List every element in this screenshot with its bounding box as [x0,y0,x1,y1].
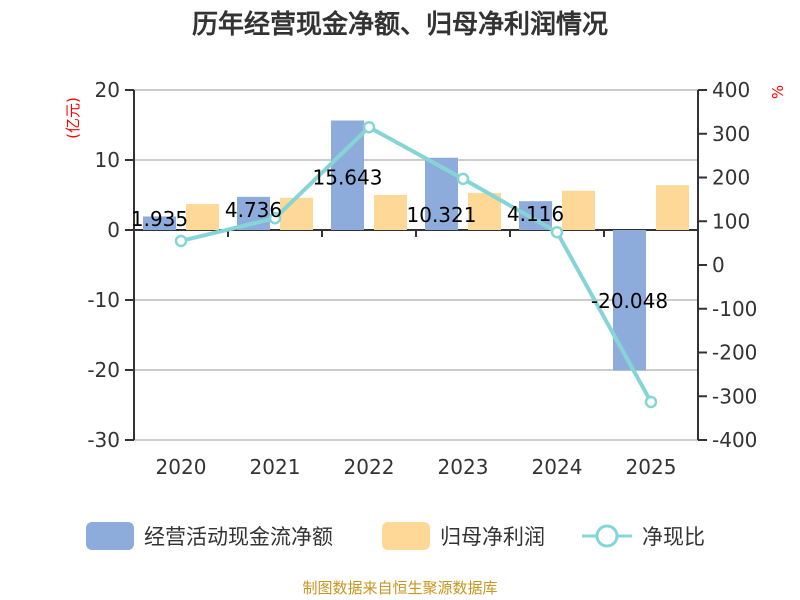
right-axis-unit: % [769,85,787,99]
legend-swatch-profit [382,522,430,550]
data-label-cashflow: 10.321 [407,203,477,227]
ratio-line [174,120,658,409]
ratio-point [174,234,188,248]
legend-label-profit[interactable]: 归母净利润 [440,525,545,549]
legend-label-cashflow[interactable]: 经营活动现金流净额 [144,525,333,549]
chart-title: 历年经营现金净额、归母净利润情况 [192,9,608,40]
bar-cashflow [143,216,176,230]
ratio-point [362,120,376,134]
data-label-cashflow: 4.116 [507,202,564,226]
bar-profit [186,204,219,230]
bar-profit [374,195,407,230]
ratio-point [550,225,564,239]
bar-profit [562,190,595,230]
left-tick-label: 20 [95,78,120,102]
bar-cashflow [425,157,458,230]
bar-profit [280,197,313,230]
right-tick-label: -200 [712,341,757,365]
right-tick-label: 0 [712,253,725,277]
x-tick-label: 2024 [532,455,583,479]
x-tick-label: 2025 [626,455,677,479]
legend-marker-ratio [595,524,619,548]
left-tick-label: 10 [95,148,120,172]
data-label-cashflow: 4.736 [225,198,282,222]
data-label-cashflow: -20.048 [591,289,668,313]
data-labels: 1.935 4.736 15.643 10.321 4.116 -20.048 [131,165,668,313]
ratio-point [268,211,282,225]
x-tick-label: 2022 [344,455,395,479]
bar-profit [656,185,689,230]
right-tick-label: 200 [712,166,750,190]
ratio-point [456,172,470,186]
right-tick-label: 300 [712,122,750,146]
x-tick-label: 2020 [156,455,207,479]
right-tick-label: -400 [712,428,757,452]
grid [134,89,698,441]
legend-swatch-cashflow [86,522,134,550]
legend-label-ratio[interactable]: 净现比 [642,525,705,549]
right-tick-label: 100 [712,209,750,233]
right-axis: 400 300 200 100 0 -100 -200 -300 -400 [697,78,757,452]
data-label-cashflow: 15.643 [313,165,383,189]
data-label-cashflow: 1.935 [131,207,188,231]
right-tick-label: -100 [712,297,757,321]
ratio-point [644,395,658,409]
right-tick-label: -300 [712,384,757,408]
left-tick-label: -20 [87,358,120,382]
right-tick-label: 400 [712,78,750,102]
legend: 经营活动现金流净额 归母净利润 净现比 [86,522,705,550]
left-axis: 20 10 0 -10 -20 -30 [87,78,135,452]
left-axis-unit: (亿元) [64,97,82,139]
x-tick-label: 2023 [438,455,489,479]
source-note: 制图数据来自恒生聚源数据库 [302,579,497,597]
left-tick-label: -30 [87,428,120,452]
x-tick-label: 2021 [250,455,301,479]
ratio-polyline [180,124,653,403]
x-axis: 2020 2021 2022 2023 2024 2025 [134,229,698,479]
left-tick-label: 0 [107,218,120,242]
left-tick-label: -10 [87,288,120,312]
bars [143,120,689,371]
